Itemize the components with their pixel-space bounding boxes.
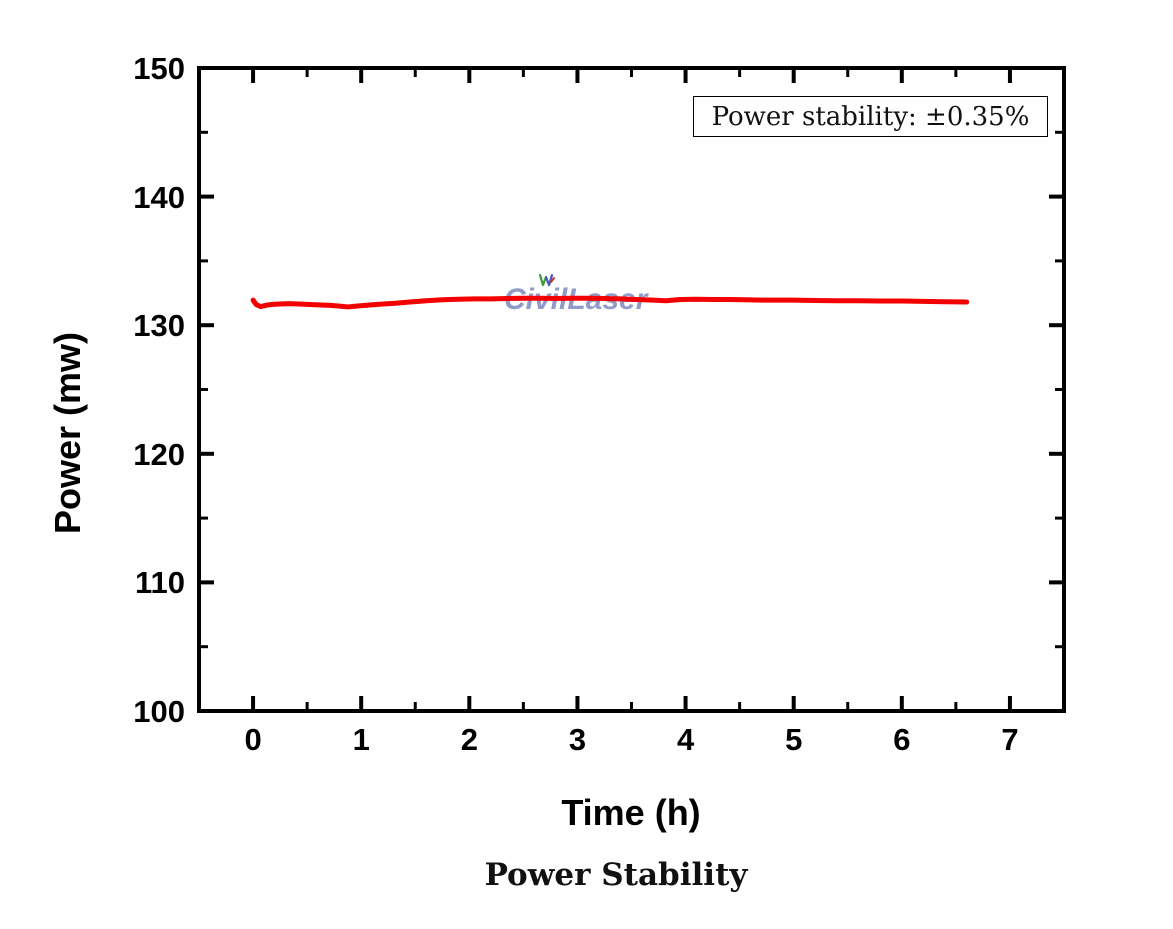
- y-tick-label: 150: [133, 51, 185, 86]
- x-tick-label: 4: [676, 722, 695, 757]
- axes-frame: [197, 66, 1066, 713]
- x-tick-label: 7: [1001, 722, 1019, 757]
- x-tick-label: 0: [244, 722, 262, 757]
- x-tick-label: 3: [568, 722, 587, 757]
- x-tick-label: 6: [893, 722, 911, 757]
- legend-box: Power stability: ±0.35%: [693, 96, 1048, 137]
- power-data-line: [250, 295, 970, 310]
- y-tick-label: 110: [134, 565, 185, 601]
- y-tick-label: 130: [133, 308, 185, 344]
- x-tick-label: 5: [785, 722, 803, 757]
- y-tick-label: 140: [133, 179, 185, 215]
- x-axis-title: Time (h): [561, 792, 701, 833]
- y-axis-title: Power (mw): [47, 331, 88, 535]
- x-tick-label: 1: [352, 722, 370, 757]
- legend-text: Power stability: ±0.35%: [711, 101, 1030, 132]
- x-tick-label: 2: [460, 722, 478, 757]
- y-tick-label: 120: [133, 436, 185, 472]
- figure-caption: Power Stability: [484, 857, 748, 893]
- y-tick-label: 100: [133, 694, 185, 729]
- civillaser-logo-mark-icon: [538, 273, 555, 287]
